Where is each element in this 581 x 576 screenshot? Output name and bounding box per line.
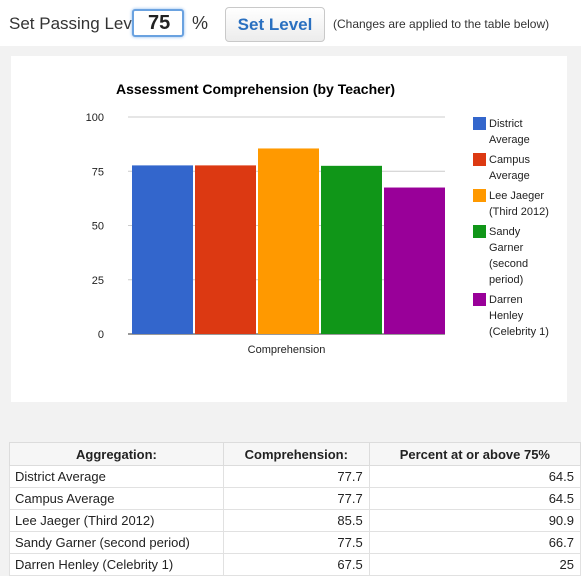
y-tick-label: 100 (86, 112, 104, 124)
header-aggregation[interactable]: Aggregation: (9, 442, 224, 466)
cell-percent: 25 (368, 553, 581, 576)
table-row: Campus Average 77.7 64.5 (9, 487, 581, 510)
bar-campus-average (195, 165, 256, 334)
passing-level-controls: Set Passing Level % Set Level (Changes a… (0, 0, 581, 46)
legend-label: Average (489, 134, 530, 146)
set-level-button[interactable]: Set Level (225, 7, 325, 42)
chart-title: Assessment Comprehension (by Teacher) (116, 81, 395, 97)
changes-note: (Changes are applied to the table below) (333, 17, 550, 31)
legend-label: (Third 2012) (489, 206, 549, 218)
cell-percent: 66.7 (368, 531, 581, 554)
cell-aggregation: Lee Jaeger (Third 2012) (9, 509, 224, 532)
header-comprehension[interactable]: Comprehension: (222, 442, 370, 466)
y-tick-label: 25 (92, 275, 104, 287)
table-row: District Average 77.7 64.5 (9, 465, 581, 488)
passing-level-label: Set Passing Level (9, 14, 146, 33)
percent-sign: % (192, 13, 209, 33)
passing-level-input[interactable] (132, 9, 184, 37)
cell-percent: 64.5 (368, 465, 581, 488)
legend-label: (Celebrity 1) (489, 326, 549, 338)
legend-label: (second (489, 258, 528, 270)
cell-percent: 64.5 (368, 487, 581, 510)
legend-swatch (473, 117, 486, 130)
y-tick-label: 0 (98, 329, 104, 341)
table-row: Lee Jaeger (Third 2012) 85.5 90.9 (9, 509, 581, 532)
legend-label: District (489, 118, 523, 130)
legend-label: Garner (489, 242, 524, 254)
legend-label: Campus (489, 154, 530, 166)
cell-aggregation: District Average (9, 465, 224, 488)
header-percent-passing[interactable]: Percent at or above 75% (368, 442, 581, 466)
chart-panel: Assessment Comprehension (by Teacher) 100… (11, 56, 567, 402)
table-header-row: Aggregation: Comprehension: Percent at o… (9, 442, 581, 466)
results-table: Aggregation: Comprehension: Percent at o… (9, 442, 581, 576)
legend-label: Henley (489, 310, 524, 322)
legend-label: Sandy (489, 226, 521, 238)
legend-swatch (473, 225, 486, 238)
bar-district-average (132, 165, 193, 334)
legend-swatch (473, 293, 486, 306)
cell-comprehension: 77.5 (222, 531, 370, 554)
bar-darren-henley-celebrity-1 (384, 187, 445, 334)
cell-aggregation: Darren Henley (Celebrity 1) (9, 553, 224, 576)
bar-sandy-garner-second-period (321, 165, 382, 334)
legend-label: Darren (489, 294, 523, 306)
table-row: Darren Henley (Celebrity 1) 67.5 25 (9, 553, 581, 576)
cell-comprehension: 77.7 (222, 465, 370, 488)
bar-lee-jaeger-third-2012 (258, 148, 319, 334)
cell-comprehension: 85.5 (222, 509, 370, 532)
cell-aggregation: Campus Average (9, 487, 224, 510)
legend-label: period) (489, 274, 523, 286)
x-category-label: Comprehension (248, 344, 326, 356)
legend-swatch (473, 189, 486, 202)
cell-comprehension: 67.5 (222, 553, 370, 576)
cell-percent: 90.9 (368, 509, 581, 532)
cell-comprehension: 77.7 (222, 487, 370, 510)
assessment-chart: Assessment Comprehension (by Teacher) 100… (86, 81, 549, 356)
legend-label: Average (489, 170, 530, 182)
results-table-container: Aggregation: Comprehension: Percent at o… (9, 442, 581, 576)
legend-label: Lee Jaeger (489, 190, 544, 202)
legend-swatch (473, 153, 486, 166)
cell-aggregation: Sandy Garner (second period) (9, 531, 224, 554)
table-row: Sandy Garner (second period) 77.5 66.7 (9, 531, 581, 554)
y-tick-label: 75 (92, 166, 104, 178)
y-tick-label: 50 (92, 221, 104, 233)
